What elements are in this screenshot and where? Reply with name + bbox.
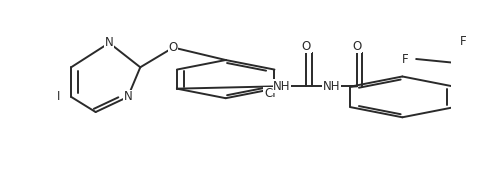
Text: F: F (460, 35, 466, 48)
Text: O: O (169, 41, 178, 54)
Text: I: I (57, 90, 61, 103)
Text: O: O (352, 40, 361, 53)
Text: O: O (302, 40, 311, 53)
Text: NH: NH (323, 80, 341, 93)
Text: F: F (401, 52, 408, 65)
Text: Cl: Cl (264, 87, 276, 100)
Text: NH: NH (273, 80, 291, 93)
Text: N: N (123, 90, 132, 103)
Text: N: N (105, 36, 114, 49)
